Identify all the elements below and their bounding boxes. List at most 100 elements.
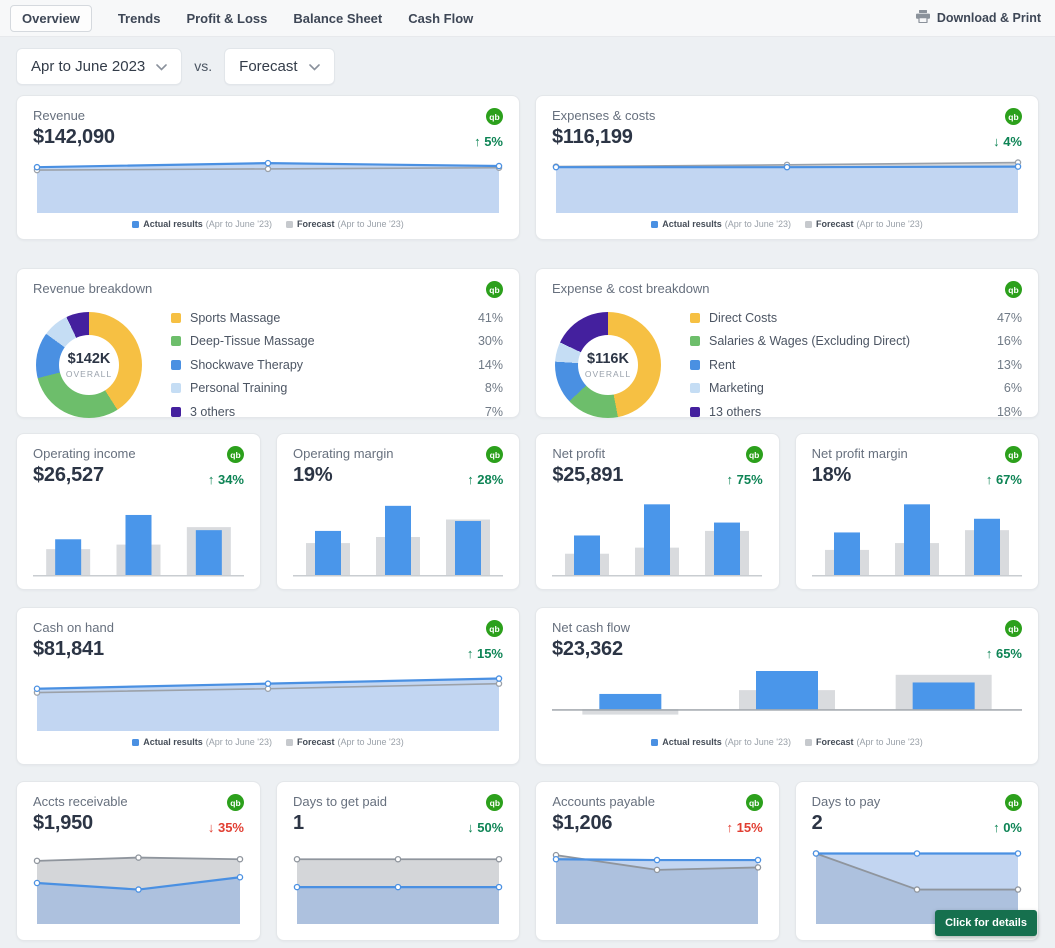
card-revenue[interactable]: Revenue $142,090 qb ↑ 5% Actual results(… [16, 95, 520, 240]
chart-legend: Actual results (Apr to June '23) Forecast… [33, 219, 503, 229]
breakdown-legend-item: Deep-Tissue Massage 30% [171, 330, 503, 354]
series-color-swatch [171, 312, 181, 323]
period-select[interactable]: Apr to June 2023 [16, 47, 183, 85]
forecast-swatch [286, 738, 293, 746]
card-title: Expense & cost breakdown [552, 281, 710, 296]
delta-badge: ↑ 34% [207, 472, 244, 487]
series-label: Deep-Tissue Massage [190, 334, 315, 349]
forecast-swatch [805, 220, 812, 228]
series-percent: 16% [996, 334, 1022, 349]
card-title: Net profit [552, 446, 606, 461]
quickbooks-icon: qb [1005, 108, 1022, 125]
card-value: 19% [293, 464, 333, 486]
series-label: Direct Costs [709, 310, 778, 325]
expense-donut-chart: $116K OVERALL [555, 311, 661, 418]
delta-badge: ↑ 75% [726, 472, 763, 487]
series-percent: 7% [484, 404, 503, 419]
printer-icon [915, 10, 930, 26]
chevron-down-icon [308, 58, 320, 75]
card-net-cash-flow[interactable]: Net cash flow $23,362 qb ↑ 65% Actual re… [535, 607, 1039, 765]
row-receivables-payables: Accts receivable $1,950 qb ↓ 35% Days to… [0, 781, 1055, 941]
card-accts-receivable[interactable]: Accts receivable $1,950 qb ↓ 35% [16, 781, 261, 941]
series-color-swatch [690, 312, 700, 323]
breakdown-legend-item: Sports Massage 41% [171, 306, 503, 330]
card-value: $142,090 [33, 126, 115, 148]
row-totals: Revenue $142,090 qb ↑ 5% Actual results(… [0, 95, 1055, 240]
card-title: Accounts payable [552, 794, 655, 809]
tab-trends[interactable]: Trends [117, 10, 161, 26]
card-title: Cash on hand [33, 620, 114, 635]
tab-cash-flow[interactable]: Cash Flow [408, 10, 474, 26]
series-label: 3 others [190, 404, 236, 419]
card-net-profit[interactable]: Net profit $25,891 qb ↑ 75% [535, 433, 780, 590]
chart-legend: Actual results (Apr to June '23) Forecast… [33, 737, 503, 747]
card-cash-on-hand[interactable]: Cash on hand $81,841 qb ↑ 15% Actual res… [16, 607, 520, 765]
series-color-swatch [171, 359, 181, 370]
card-days-to-pay[interactable]: Days to pay 2 qb ↑ 0% Click for details [794, 781, 1039, 941]
series-label: Sports Massage [190, 310, 281, 325]
series-color-swatch [690, 406, 700, 417]
card-title: Days to pay [811, 794, 881, 809]
forecast-swatch [805, 738, 812, 746]
click-for-details-button[interactable]: Click for details [935, 910, 1037, 936]
series-percent: 47% [996, 310, 1022, 325]
card-value: $26,527 [33, 464, 104, 486]
card-value: 2 [811, 812, 823, 834]
card-net-profit-margin[interactable]: Net profit margin 18% qb ↑ 67% [794, 433, 1039, 590]
donut-center: $116K OVERALL [578, 334, 638, 395]
card-title: Revenue [33, 108, 86, 123]
delta-badge: ↓ 50% [467, 820, 504, 835]
card-accounts-payable[interactable]: Accounts payable $1,206 qb ↑ 15% [535, 781, 780, 941]
card-title: Revenue breakdown [33, 281, 153, 296]
card-header: Revenue $142,090 qb ↑ 5% [33, 108, 503, 149]
breakdown-legend: Direct Costs 47% Salaries & Wages (Excludi… [690, 306, 1022, 424]
row-breakdowns: Revenue breakdown qb $142K OVERALL Sport… [0, 268, 1055, 419]
tab-profit-loss[interactable]: Profit & Loss [186, 10, 268, 26]
card-value: $1,950 [33, 812, 93, 834]
card-operating-margin[interactable]: Operating margin 19% qb ↑ 28% [276, 433, 521, 590]
card-operating-income[interactable]: Operating income $26,527 qb ↑ 34% [16, 433, 261, 590]
series-label: Marketing [709, 381, 764, 396]
delta-badge: ↑ 15% [726, 820, 763, 835]
tab-balance-sheet[interactable]: Balance Sheet [293, 10, 383, 26]
quickbooks-icon: qb [486, 446, 504, 463]
series-percent: 14% [477, 357, 503, 372]
quickbooks-icon: qb [486, 281, 503, 298]
card-days-to-get-paid[interactable]: Days to get paid 1 qb ↓ 50% [276, 781, 521, 941]
chevron-down-icon [156, 58, 168, 75]
actual-swatch [651, 220, 659, 228]
card-title: Expenses & costs [552, 108, 656, 123]
tab-overview[interactable]: Overview [10, 4, 92, 32]
delta-badge: ↑ 5% [474, 134, 503, 149]
series-color-swatch [171, 383, 181, 394]
series-percent: 13% [996, 357, 1022, 372]
card-expense-breakdown[interactable]: Expense & cost breakdown qb $116K OVERAL… [535, 268, 1039, 419]
area-chart [33, 842, 244, 924]
actual-swatch [132, 738, 140, 746]
card-title: Operating income [33, 446, 136, 461]
delta-badge: ↑ 67% [985, 472, 1022, 487]
download-print-label: Download & Print [936, 11, 1041, 25]
filter-bar: Apr to June 2023 vs. Forecast [0, 37, 1055, 95]
compare-select-value: Forecast [239, 57, 298, 75]
download-print-button[interactable]: Download & Print [915, 10, 1041, 26]
card-title: Accts receivable [33, 794, 128, 809]
quickbooks-icon: qb [227, 446, 244, 463]
chart-legend: Actual results (Apr to June '23) Forecast… [552, 737, 1022, 747]
card-title: Operating margin [293, 446, 394, 461]
card-revenue-breakdown[interactable]: Revenue breakdown qb $142K OVERALL Sport… [16, 268, 520, 419]
quickbooks-icon: qb [486, 620, 503, 637]
compare-select[interactable]: Forecast [224, 47, 335, 85]
area-chart [293, 842, 503, 924]
quickbooks-icon: qb [486, 794, 504, 811]
delta-badge: ↑ 28% [467, 472, 504, 487]
delta-badge: ↑ 0% [993, 820, 1022, 835]
expenses-area-chart [552, 155, 1022, 213]
series-percent: 41% [477, 310, 503, 325]
card-expenses[interactable]: Expenses & costs $116,199 qb ↓ 4% Actual… [535, 95, 1039, 240]
delta-badge: ↑ 65% [985, 646, 1022, 661]
bar-chart [293, 493, 503, 577]
forecast-swatch [286, 220, 293, 228]
breakdown-legend-item: Salaries & Wages (Excluding Direct) 16% [690, 330, 1022, 354]
